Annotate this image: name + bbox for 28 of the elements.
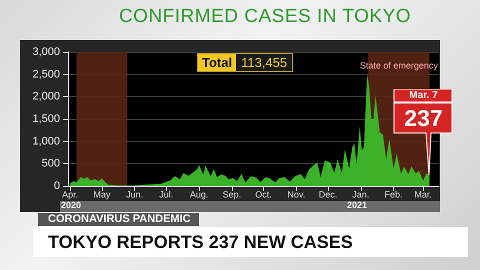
text: 2021 [347, 200, 368, 210]
y-tick-label: 500 [42, 158, 60, 170]
x-tick-label: Oct. [255, 190, 272, 200]
x-tick-label: Nov. [287, 190, 306, 200]
annotation: Total 113,455 [198, 54, 292, 71]
text: CORONAVIRUS PANDEMIC [38, 213, 199, 226]
x-tick-label: Jun. [126, 190, 144, 200]
annotation: 237 [403, 104, 444, 134]
y-tick-label: 1,500 [32, 113, 60, 125]
text: 2020 [61, 200, 82, 210]
x-tick-label: Mar. [414, 190, 432, 200]
chart-title: CONFIRMED CASES IN TOKYO [118, 6, 412, 28]
x-tick-label: Jan. [352, 190, 370, 200]
x-tick-label: Aug. [190, 190, 208, 200]
band-label: State of emergency [360, 60, 438, 70]
x-tick-label: Apr. [62, 190, 78, 200]
y-tick-label: 1,000 [32, 135, 60, 148]
x-tick-label: Feb. [384, 190, 403, 200]
y-tick-label: 2,500 [32, 68, 60, 80]
annotation: Mar. 7 [408, 89, 439, 102]
y-tick-label: 2,000 [32, 90, 60, 103]
x-tick-label: May [93, 190, 111, 200]
x-tick-label: Sep. [222, 190, 242, 200]
y-tick-label: 0 [54, 180, 60, 192]
x-tick-label: Jul. [159, 190, 174, 200]
y-tick-label: 3,000 [32, 46, 60, 58]
text: TOKYO REPORTS 237 NEW CASES [33, 227, 468, 257]
x-tick-label: Dec. [318, 190, 338, 200]
